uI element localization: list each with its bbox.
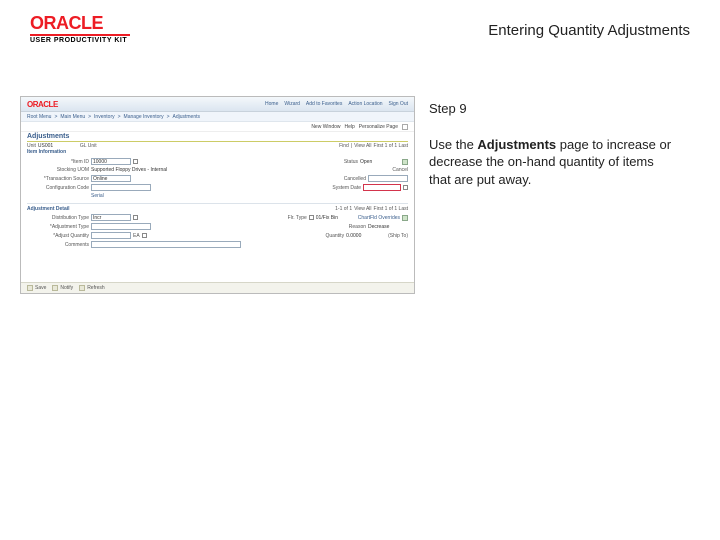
section-divider xyxy=(27,203,408,204)
view-all-link[interactable]: View All xyxy=(354,143,371,149)
calendar-icon[interactable] xyxy=(403,185,408,190)
page-toolbar: New Window Help Personalize Page xyxy=(21,122,414,132)
stocking-value: Supported Floppy Drives - Internal xyxy=(91,167,167,173)
adj-qty-label: *Adjust Quantity xyxy=(27,233,89,239)
comments-input[interactable] xyxy=(91,241,241,248)
find-link[interactable]: Find xyxy=(339,143,349,149)
crumb-2[interactable]: Inventory xyxy=(94,114,115,120)
cancel-link[interactable]: Cancel xyxy=(392,167,408,173)
top-link-favorites[interactable]: Add to Favorites xyxy=(306,101,342,107)
app-header: ORACLE Home Wizard Add to Favorites Acti… xyxy=(21,97,414,112)
top-link-signout[interactable]: Sign Out xyxy=(389,101,408,107)
oracle-logo-block: ORACLE USER PRODUCTIVITY KIT xyxy=(30,14,130,44)
instr-pre: Use the xyxy=(429,137,477,152)
oracle-logo: ORACLE xyxy=(30,14,130,32)
status-value: Open xyxy=(360,159,400,165)
trans-src-input[interactable]: Online xyxy=(91,175,131,182)
flr-type-value: 01/Fix Bin xyxy=(316,215,356,221)
lookup-icon[interactable] xyxy=(133,215,138,220)
adj-type-label: *Adjustment Type xyxy=(27,224,89,230)
adj-pager: 1-1 of 1 xyxy=(335,206,352,212)
refresh-label: Refresh xyxy=(87,285,105,291)
reason-value: Decrease xyxy=(368,224,408,230)
dist-type-label: Distribution Type xyxy=(27,215,89,221)
top-link-action[interactable]: Action Location xyxy=(348,101,382,107)
flr-type-label: Flr. Type xyxy=(271,215,307,221)
new-window-link[interactable]: New Window xyxy=(311,124,340,130)
upk-label: USER PRODUCTIVITY KIT xyxy=(30,37,130,44)
lookup-icon[interactable] xyxy=(133,159,138,164)
comments-label: Comments xyxy=(27,242,89,248)
item-id-label: *Item ID xyxy=(27,159,89,165)
view-all-2[interactable]: View All xyxy=(354,206,371,212)
qty-lookup-icon[interactable] xyxy=(142,233,147,238)
add-row-icon[interactable] xyxy=(402,159,408,165)
sysdate-input[interactable] xyxy=(363,184,401,191)
gl-unit-label: GL Unit xyxy=(80,143,97,149)
section-item-info: Item Information xyxy=(21,149,414,156)
serial-link[interactable]: Serial xyxy=(91,193,104,199)
item-id-input[interactable]: 10000 xyxy=(91,158,131,165)
breadcrumb: Root Menu> Main Menu> Inventory> Manage … xyxy=(21,112,414,122)
trans-src-label: *Transaction Source xyxy=(27,176,89,182)
sysdate-label: System Date xyxy=(313,185,361,191)
top-link-home[interactable]: Home xyxy=(265,101,278,107)
quantity-label: Quantity xyxy=(308,233,344,239)
instr-keyword: Adjustments xyxy=(477,137,556,152)
heading-rule xyxy=(27,141,408,142)
page-heading: Adjustments xyxy=(21,132,414,141)
notify-button[interactable]: Notify xyxy=(52,285,73,291)
add-row-icon[interactable] xyxy=(402,215,408,221)
page-title: Entering Quantity Adjustments xyxy=(488,22,690,39)
top-link-wizard[interactable]: Wizard xyxy=(284,101,300,107)
page-tool-icon[interactable] xyxy=(402,124,408,130)
notify-icon xyxy=(52,285,58,291)
adj-detail-label: Adjustment Detail xyxy=(27,206,70,212)
personalize-link[interactable]: Personalize Page xyxy=(359,124,398,130)
logo-rule xyxy=(30,34,130,36)
crumb-0[interactable]: Root Menu xyxy=(27,114,51,120)
app-brand: ORACLE xyxy=(27,100,58,109)
flr-lookup-icon[interactable] xyxy=(309,215,314,220)
crumb-3[interactable]: Manage Inventory xyxy=(124,114,164,120)
adj-qty-input[interactable] xyxy=(91,232,131,239)
pager: First 1 of 1 Last xyxy=(374,143,408,149)
refresh-button[interactable]: Refresh xyxy=(79,285,105,291)
save-icon xyxy=(27,285,33,291)
app-footer: Save Notify Refresh xyxy=(21,282,414,293)
step-label: Step 9 xyxy=(429,100,679,118)
crumb-1[interactable]: Main Menu xyxy=(60,114,85,120)
reason-label: Reason xyxy=(330,224,366,230)
app-top-links: Home Wizard Add to Favorites Action Loca… xyxy=(265,101,408,107)
save-button[interactable]: Save xyxy=(27,285,46,291)
crumb-4[interactable]: Adjustments xyxy=(173,114,201,120)
status-label: Status xyxy=(318,159,358,165)
first-last: First 1 of 1 Last xyxy=(374,206,408,212)
instruction-text: Use the Adjustments page to increase or … xyxy=(429,136,679,189)
quantity-value: 0.0000 xyxy=(346,233,386,239)
help-link[interactable]: Help xyxy=(345,124,355,130)
ea-label: EA xyxy=(133,233,140,239)
config-input[interactable] xyxy=(91,184,151,191)
app-screenshot: ORACLE Home Wizard Add to Favorites Acti… xyxy=(20,96,415,294)
adj-type-input[interactable] xyxy=(91,223,151,230)
stocking-label: Stocking UOM xyxy=(27,167,89,173)
notify-label: Notify xyxy=(60,285,73,291)
cancelled-input[interactable] xyxy=(368,175,408,182)
config-label: Configuration Code xyxy=(27,185,89,191)
cancelled-label: Cancelled xyxy=(326,176,366,182)
save-label: Save xyxy=(35,285,46,291)
overrides-link[interactable]: ChartFld Overrides xyxy=(358,215,400,221)
dist-type-input[interactable]: Incr xyxy=(91,214,131,221)
instruction-panel: Step 9 Use the Adjustments page to incre… xyxy=(429,96,679,294)
refresh-icon xyxy=(79,285,85,291)
ship-to-label: (Ship To) xyxy=(388,233,408,239)
